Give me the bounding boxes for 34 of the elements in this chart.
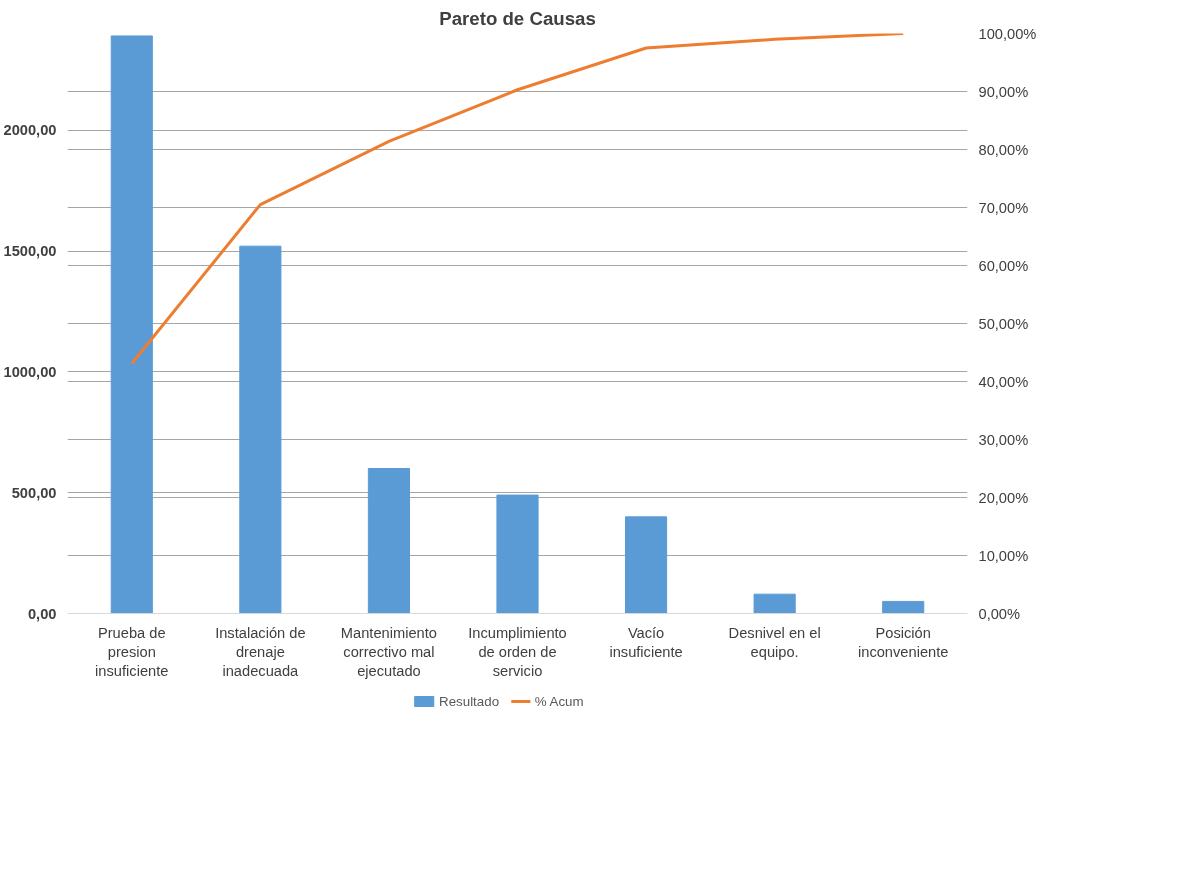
y-tick-label: 1000,00 bbox=[3, 363, 57, 380]
y2-tick-label: 80,00% bbox=[978, 141, 1029, 158]
bar bbox=[110, 35, 153, 614]
legend-label: % Acum bbox=[534, 694, 584, 709]
line-series bbox=[130, 33, 905, 366]
y2-tick-label: 20,00% bbox=[978, 489, 1029, 506]
y-tick-label: 500,00 bbox=[11, 484, 57, 501]
y-tick-label: 1500,00 bbox=[3, 243, 57, 259]
y2-tick-label: 50,00% bbox=[978, 315, 1029, 332]
bar bbox=[367, 468, 410, 614]
bar bbox=[882, 600, 925, 614]
x-tick-label: Desnivel en el equipo. bbox=[728, 624, 821, 660]
y2-tick-label: 30,00% bbox=[978, 431, 1029, 448]
y2-tick-label: 100,00% bbox=[978, 25, 1037, 42]
x-tick-label: Posición inconveniente bbox=[857, 624, 949, 660]
legend-label: Resultado bbox=[439, 694, 500, 709]
y2-tick-label: 70,00% bbox=[978, 199, 1029, 216]
bar bbox=[496, 494, 539, 614]
y2-tick-label: 10,00% bbox=[978, 547, 1029, 564]
bar bbox=[239, 245, 282, 614]
x-tick-label: Mantenimiento correctivo mal ejecutado bbox=[340, 624, 437, 679]
bar bbox=[625, 516, 668, 614]
y2-tick-label: 60,00% bbox=[978, 257, 1029, 274]
bar bbox=[753, 593, 796, 614]
y2-tick-label: 40,00% bbox=[978, 373, 1029, 390]
y2-tick-label: 90,00% bbox=[978, 83, 1029, 100]
x-tick-label: Incumplimiento de orden de servicio bbox=[468, 624, 567, 679]
x-tick-label: Instalación de drenaje inadecuada bbox=[215, 624, 306, 679]
y2-tick-label: 0,00% bbox=[978, 605, 1021, 622]
x-tick-label: Prueba de presion insuficiente bbox=[95, 624, 169, 679]
x-tick-label: Vacío insuficiente bbox=[609, 624, 683, 660]
y-tick-label: 2000,00 bbox=[3, 122, 57, 139]
y-tick-label: 0,00 bbox=[27, 605, 57, 622]
chart-title: Pareto de Causas bbox=[439, 7, 596, 29]
